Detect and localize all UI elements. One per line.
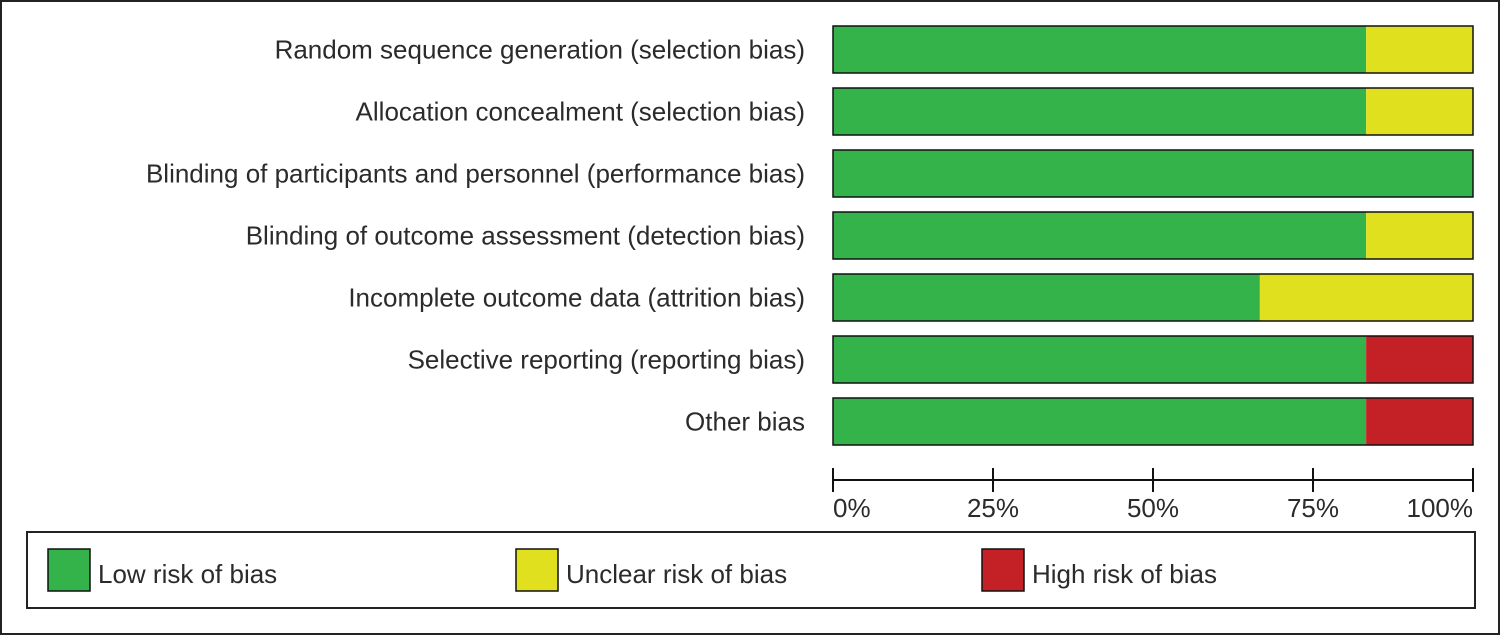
bar-segment <box>833 26 1367 73</box>
bar-segment <box>833 212 1367 259</box>
bar-segment <box>1366 212 1473 259</box>
bar-outline <box>832 25 1474 74</box>
bar-segment <box>1366 88 1473 135</box>
bar-outline <box>832 211 1474 260</box>
category-label: Other bias <box>685 406 805 436</box>
bar-segment <box>1259 274 1473 321</box>
bar-segment <box>1366 398 1473 445</box>
legend-label: High risk of bias <box>1032 559 1217 589</box>
bar-segment <box>833 150 1473 197</box>
x-tick-label: 0% <box>833 493 871 523</box>
legend-box <box>26 531 1476 609</box>
bar-outline <box>832 149 1474 198</box>
bar-segment <box>833 274 1260 321</box>
bar-outline <box>832 397 1474 446</box>
legend-label: Low risk of bias <box>98 559 277 589</box>
category-label: Random sequence generation (selection bi… <box>275 34 805 64</box>
x-tick-label: 100% <box>1407 493 1474 523</box>
legend-label: Unclear risk of bias <box>566 559 787 589</box>
x-tick-label: 50% <box>1127 493 1179 523</box>
bar-outline <box>832 273 1474 322</box>
bar-outline <box>832 87 1474 136</box>
category-label: Selective reporting (reporting bias) <box>408 344 805 374</box>
category-label: Blinding of participants and personnel (… <box>146 158 805 188</box>
category-label: Incomplete outcome data (attrition bias) <box>348 282 805 312</box>
bar-segment <box>833 398 1367 445</box>
category-label: Blinding of outcome assessment (detectio… <box>246 220 805 250</box>
x-tick-label: 25% <box>967 493 1019 523</box>
category-label: Allocation concealment (selection bias) <box>356 96 805 126</box>
legend-swatch <box>47 548 91 592</box>
bar-segment <box>1366 336 1473 383</box>
x-tick-label: 75% <box>1287 493 1339 523</box>
bar-segment <box>1366 26 1473 73</box>
bar-segment <box>833 88 1367 135</box>
legend-swatch <box>515 548 559 592</box>
bar-outline <box>832 335 1474 384</box>
legend-swatch <box>981 548 1025 592</box>
bar-segment <box>833 336 1367 383</box>
